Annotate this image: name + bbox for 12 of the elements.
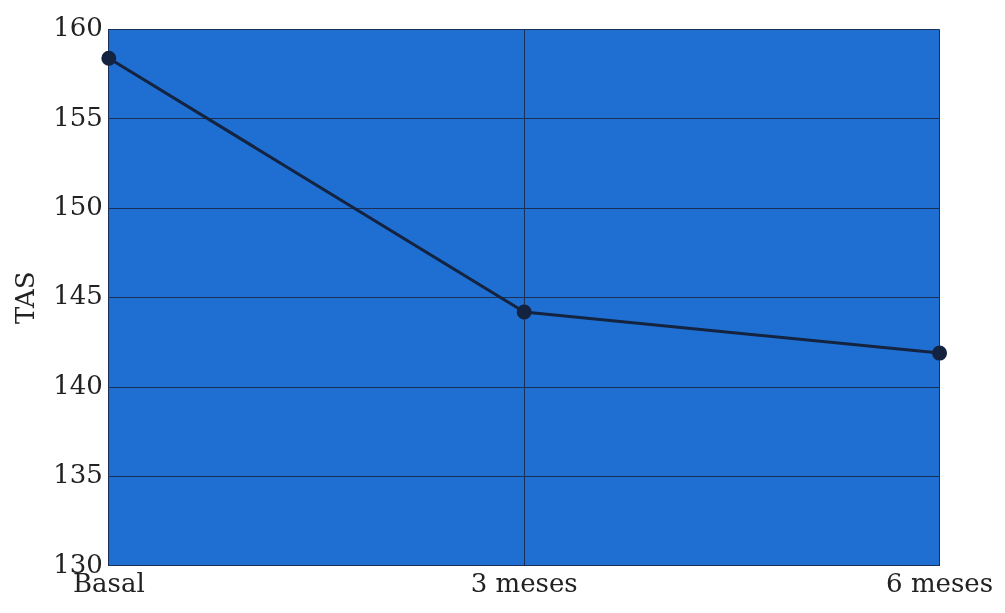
point [932, 345, 948, 361]
x-tick-label: 3 meses [470, 568, 578, 599]
y-tick-label: 155 [53, 101, 103, 132]
y-tick-label: 160 [53, 12, 103, 43]
x-tick-label: 6 meses [886, 568, 993, 599]
point [516, 304, 532, 320]
y-tick-label: 150 [53, 191, 103, 222]
y-tick-label: 145 [53, 280, 103, 311]
y-axis-title: TAS [10, 271, 41, 324]
point [101, 50, 117, 66]
y-tick-label: 140 [53, 369, 103, 400]
y-tick-label: 135 [53, 459, 103, 490]
